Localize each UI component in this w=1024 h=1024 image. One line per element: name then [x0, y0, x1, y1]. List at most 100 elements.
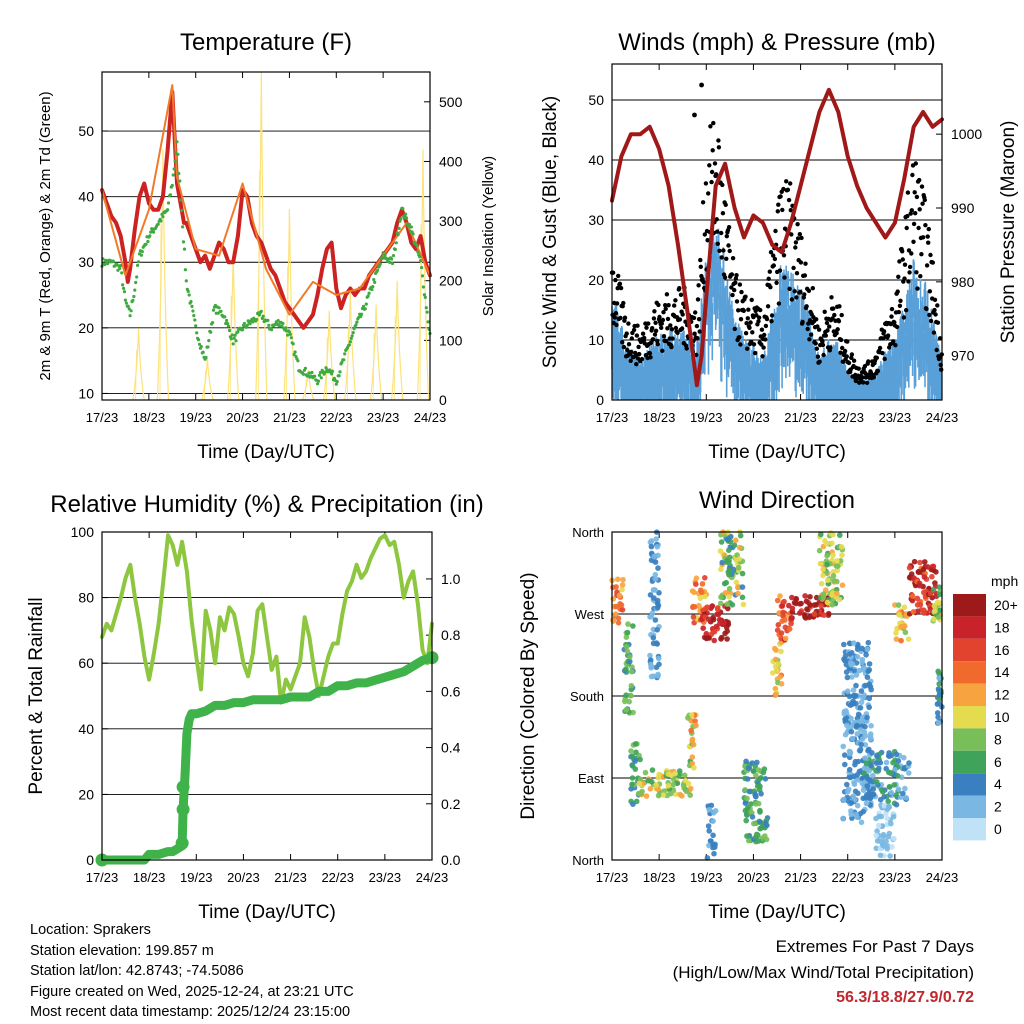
direction-point [764, 822, 770, 829]
gust-point [909, 251, 914, 256]
td-point [168, 193, 172, 197]
td-point [119, 263, 123, 268]
direction-point [642, 769, 649, 776]
direction-point [847, 774, 854, 781]
pressure-line [610, 87, 944, 388]
y-right-tick-label: 990 [951, 200, 975, 216]
td-point [122, 290, 127, 294]
direction-point [854, 654, 861, 660]
direction-point [887, 853, 893, 859]
direction-point [719, 559, 725, 566]
direction-point [630, 623, 636, 629]
gust-point [647, 351, 653, 356]
direction-point [914, 595, 921, 602]
x-tick-label: 18/23 [643, 870, 676, 885]
direction-point [935, 686, 942, 692]
gust-point [719, 230, 724, 236]
gust-point [652, 332, 658, 337]
td-point [122, 286, 126, 290]
td-point [348, 340, 352, 344]
gust-point [785, 187, 791, 192]
direction-point [841, 641, 847, 648]
direction-point [610, 584, 616, 591]
gust-point [631, 327, 637, 333]
gust-point [928, 252, 933, 258]
direction-point [829, 540, 835, 547]
gust-point [651, 316, 657, 321]
td-point [397, 226, 401, 230]
direction-point [717, 600, 724, 607]
direction-point [883, 838, 889, 845]
td-point [350, 334, 354, 338]
gust-point [648, 355, 653, 360]
gust-point [657, 314, 662, 320]
direction-point [922, 559, 928, 565]
gust-point [802, 292, 807, 297]
direction-point [670, 781, 677, 788]
gust-point [737, 282, 743, 287]
gust-point [628, 358, 633, 363]
x-tick-label: 18/23 [133, 870, 166, 885]
gust-point [616, 273, 621, 279]
direction-point [831, 577, 837, 584]
td-point [166, 201, 171, 205]
direction-point [845, 688, 851, 694]
td-point [296, 359, 300, 363]
direction-point [930, 586, 937, 593]
direction-point [864, 783, 871, 789]
direction-point [740, 601, 747, 608]
td-point [416, 250, 420, 254]
direction-point [900, 790, 906, 797]
direction-point [849, 735, 856, 742]
direction-point [652, 571, 659, 578]
gust-point [800, 319, 805, 325]
gust-point [756, 319, 761, 324]
td-point [259, 309, 263, 313]
td-point [396, 233, 400, 237]
direction-point [739, 594, 746, 601]
direction-point [612, 611, 619, 617]
direction-point [874, 779, 880, 785]
gust-point [767, 269, 772, 274]
y-right-tick-label: 0 [439, 392, 447, 408]
td-point [388, 260, 392, 264]
colorbar-label: 16 [994, 642, 1010, 658]
direction-point [780, 609, 786, 616]
solar-spike-line [286, 266, 288, 401]
gust-point [675, 330, 680, 335]
direction-point [714, 611, 720, 617]
gust-point [720, 211, 726, 216]
direction-point [717, 548, 724, 554]
y-right-tick-label: 0.6 [441, 683, 461, 699]
direction-point [834, 590, 840, 596]
x-tick-label: 23/23 [879, 870, 912, 885]
gust-point [729, 285, 734, 290]
direction-point [610, 596, 617, 602]
gust-point [620, 340, 625, 345]
gust-point [695, 297, 701, 302]
td-point [126, 304, 130, 308]
gust-point [659, 321, 664, 326]
gust-point [822, 309, 827, 314]
direction-point [901, 765, 908, 771]
direction-point [643, 793, 650, 799]
direction-point [689, 738, 695, 744]
direction-point [844, 722, 850, 729]
direction-point [744, 833, 750, 839]
gust-point [823, 333, 828, 338]
direction-point [847, 651, 853, 657]
solar-spike [156, 149, 170, 401]
gust-point [637, 351, 642, 357]
td-point [257, 313, 261, 317]
gust-point [650, 326, 655, 331]
gust-point [830, 316, 835, 321]
direction-point [860, 666, 866, 673]
td-point [394, 241, 398, 245]
gust-point [914, 194, 920, 200]
direction-point [774, 627, 781, 633]
direction-point [873, 845, 880, 852]
gust-point [798, 260, 804, 265]
td-point [170, 183, 174, 188]
direction-point [653, 536, 659, 542]
gust-point [874, 355, 879, 360]
